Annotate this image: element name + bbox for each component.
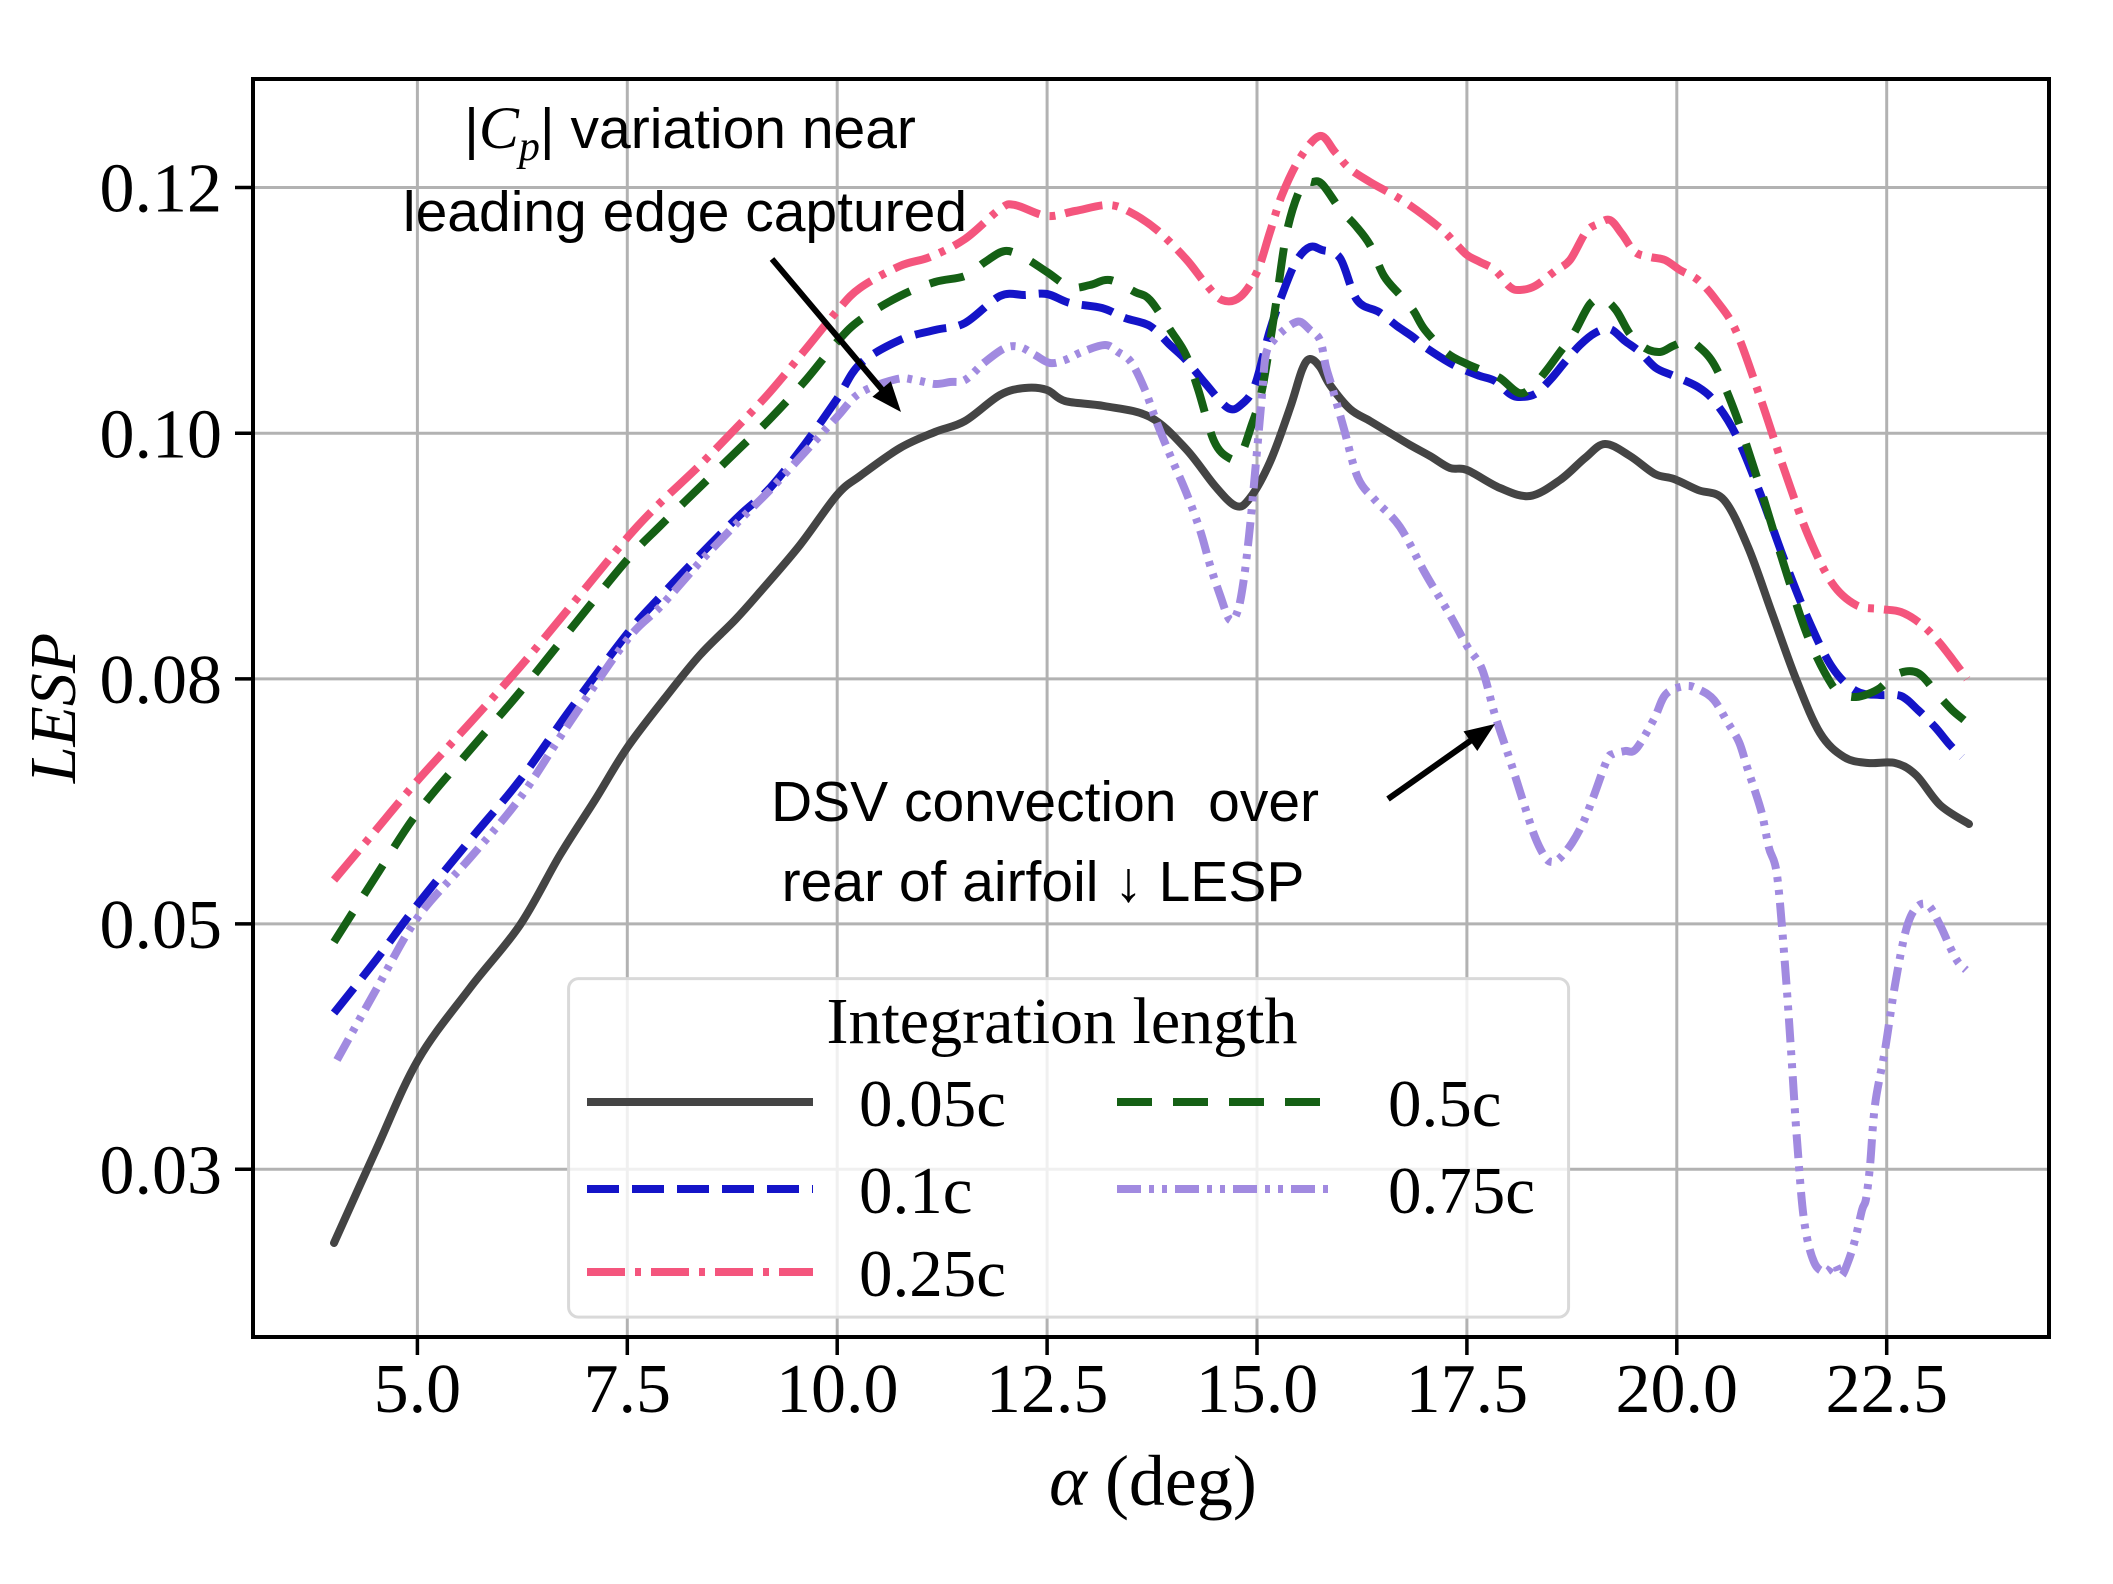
svg-text:Integration length: Integration length xyxy=(826,985,1297,1058)
svg-text:15.0: 15.0 xyxy=(1196,1351,1319,1428)
svg-text:12.5: 12.5 xyxy=(986,1351,1109,1428)
svg-text:0.25c: 0.25c xyxy=(859,1237,1006,1311)
svg-text:0.12: 0.12 xyxy=(100,151,223,228)
svg-text:5.0: 5.0 xyxy=(374,1351,462,1428)
svg-text:0.75c: 0.75c xyxy=(1388,1154,1535,1228)
svg-text:|Cp| variation near: |Cp| variation near xyxy=(464,95,916,170)
svg-text:7.5: 7.5 xyxy=(584,1351,672,1428)
svg-text:0.03: 0.03 xyxy=(100,1132,223,1209)
svg-text:LESP: LESP xyxy=(17,633,90,784)
svg-text:0.10: 0.10 xyxy=(100,396,223,473)
svg-text:DSV convection over: DSV convection over xyxy=(771,770,1319,834)
svg-text:10.0: 10.0 xyxy=(776,1351,899,1428)
svg-text:α (deg): α (deg) xyxy=(1049,1441,1257,1521)
svg-text:0.1c: 0.1c xyxy=(859,1154,973,1228)
svg-text:0.08: 0.08 xyxy=(100,642,223,719)
svg-text:22.5: 22.5 xyxy=(1825,1351,1948,1428)
svg-text:0.05: 0.05 xyxy=(100,887,223,964)
svg-text:rear of airfoil ↓ LESP: rear of airfoil ↓ LESP xyxy=(782,850,1305,914)
svg-text:leading edge captured: leading edge captured xyxy=(403,180,967,244)
svg-text:17.5: 17.5 xyxy=(1406,1351,1529,1428)
svg-text:20.0: 20.0 xyxy=(1616,1351,1739,1428)
svg-text:0.05c: 0.05c xyxy=(859,1067,1006,1141)
svg-text:0.5c: 0.5c xyxy=(1388,1067,1502,1141)
